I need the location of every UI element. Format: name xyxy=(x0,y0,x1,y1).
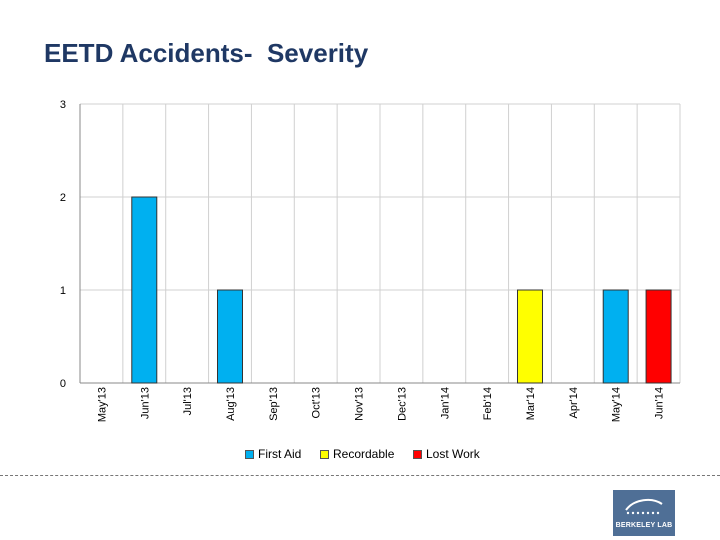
y-tick-label: 3 xyxy=(60,99,66,111)
legend-swatch xyxy=(413,449,422,459)
legend-swatch xyxy=(245,449,254,459)
x-tick-label: Jul'13 xyxy=(182,387,194,415)
bar-recordable xyxy=(517,289,543,384)
x-tick-label: Nov'13 xyxy=(354,387,366,421)
x-tick-label: May'13 xyxy=(96,387,108,422)
berkeley-lab-logo: BERKELEY LAB xyxy=(613,490,675,536)
legend-label: Recordable xyxy=(333,447,395,461)
bar-first-aid xyxy=(602,289,629,384)
x-tick-label: Jun'14 xyxy=(654,387,666,419)
bar-first-aid xyxy=(131,196,158,384)
chart-legend: First Aid Recordable Lost Work xyxy=(0,447,720,465)
footer-divider xyxy=(0,475,720,476)
legend-item: Recordable xyxy=(320,447,394,461)
x-tick-label: Jan'14 xyxy=(439,387,451,419)
x-tick-label: Aug'13 xyxy=(225,387,237,421)
legend-item: Lost Work xyxy=(413,447,480,461)
legend-label: First Aid xyxy=(258,447,302,461)
y-tick-label: 0 xyxy=(60,378,66,390)
bar-first-aid xyxy=(217,289,243,384)
x-tick-label: Dec'13 xyxy=(396,387,408,421)
legend-swatch xyxy=(320,449,329,459)
x-tick-label: Oct'13 xyxy=(311,387,323,418)
x-tick-label: Apr'14 xyxy=(568,387,580,418)
x-tick-label: Feb'14 xyxy=(482,387,494,420)
x-tick-label: Jun'13 xyxy=(139,387,151,419)
bar-lost-work xyxy=(645,289,672,384)
x-tick-label: May'14 xyxy=(611,387,623,422)
y-tick-label: 1 xyxy=(60,285,66,297)
berkeley-lab-logo-icon xyxy=(625,498,663,515)
slide-title: EETD Accidents- Severity xyxy=(44,38,369,68)
legend-label: Lost Work xyxy=(426,447,480,461)
x-tick-label: Sep'13 xyxy=(268,387,280,421)
x-tick-label: Mar'14 xyxy=(525,387,537,420)
logo-text: BERKELEY LAB xyxy=(615,522,673,529)
bar-chart: 0 1 2 3 May'13 Jun'13 Jul'13 Aug'13 Sep'13 Oct'13… xyxy=(60,99,681,422)
y-tick-label: 2 xyxy=(60,192,66,204)
legend-item: First Aid xyxy=(245,447,301,461)
